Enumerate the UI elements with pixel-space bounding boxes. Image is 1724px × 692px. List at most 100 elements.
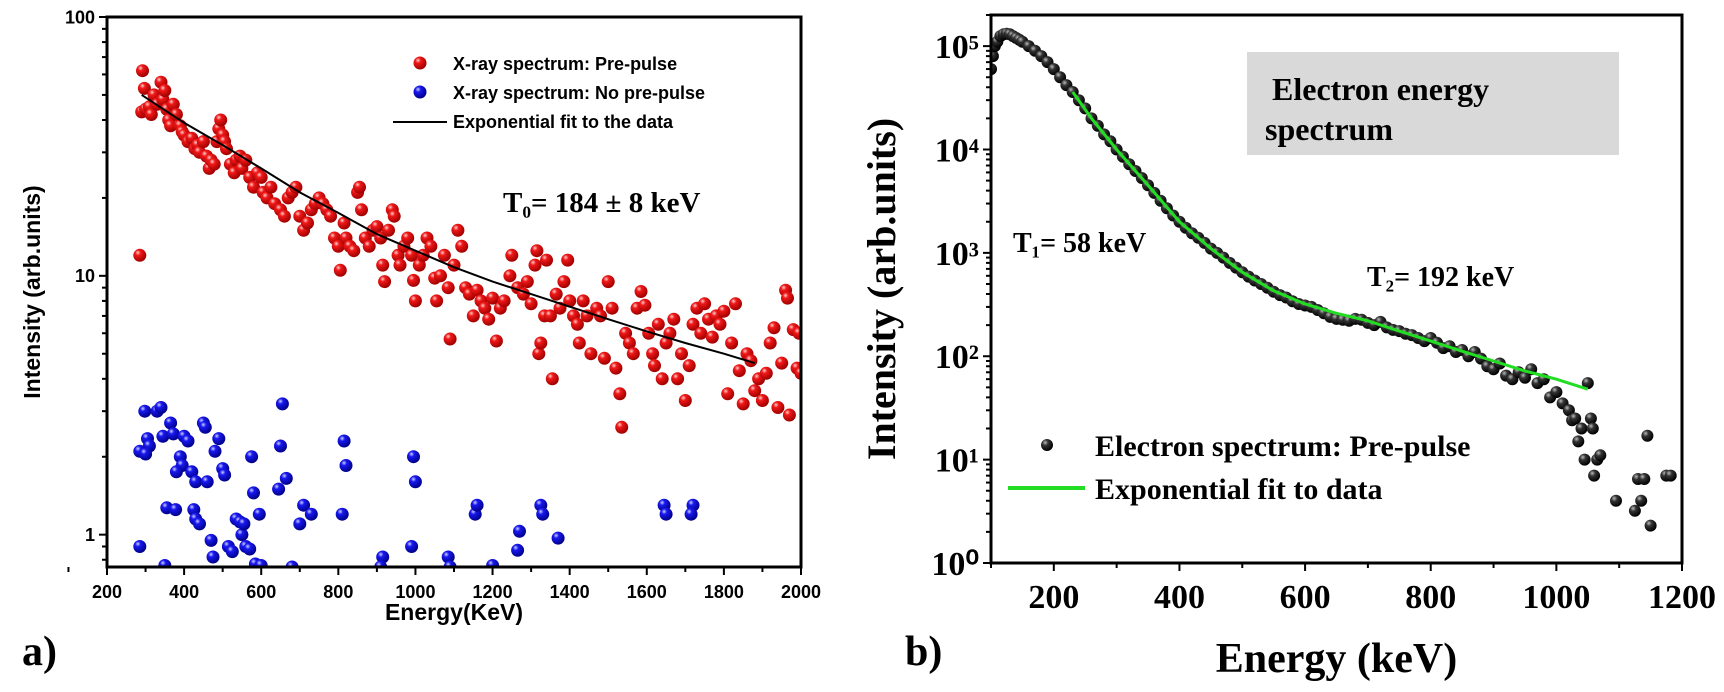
plot-area	[991, 27, 1677, 532]
series-x-ray-spectrum-pre-pulse-point	[543, 309, 557, 323]
x-axis-label: Energy (keV)	[1216, 636, 1457, 682]
panel-label: b)	[905, 629, 942, 675]
series-x-ray-spectrum-no-pre-pulse-point	[272, 482, 286, 496]
series-x-ray-spectrum-pre-pulse-point	[196, 135, 210, 149]
panel-b-electron-spectrum: 200 400 600 800 1000 1200 10⁰ 10¹ 10² 10³ 10⁴ 10⁵ En…	[859, 13, 1716, 682]
plot-frame	[989, 13, 1684, 565]
y-tick-label: 100	[65, 7, 95, 27]
x-tick-label: 1000	[1522, 579, 1590, 616]
series-x-ray-spectrum-pre-pulse-point	[401, 231, 415, 245]
series-x-ray-spectrum-pre-pulse-point	[505, 248, 519, 262]
y-tick-label: 10²	[935, 339, 979, 376]
series-x-ray-spectrum-pre-pulse-point	[597, 351, 611, 365]
series-x-ray-spectrum-pre-pulse-point	[337, 216, 351, 230]
series-x-ray-spectrum-pre-pulse-point	[782, 408, 796, 422]
series-x-ray-spectrum-no-pre-pulse-point	[218, 468, 232, 482]
chart-title-line: spectrum	[1265, 111, 1393, 147]
series-x-ray-spectrum-no-pre-pulse-point	[441, 550, 455, 564]
x-tick-label: 1200	[1648, 579, 1716, 616]
series-x-ray-spectrum-pre-pulse-point	[646, 347, 660, 361]
series-x-ray-spectrum-pre-pulse-point	[376, 258, 390, 272]
series-electron-spectrum-pre-pulse-point	[1641, 429, 1654, 442]
series-electron-spectrum-pre-pulse-point	[1644, 519, 1657, 532]
y-axis-label: Intensity (arb.units)	[859, 118, 904, 460]
series-electron-spectrum-pre-pulse-point	[1594, 449, 1607, 462]
series-x-ray-spectrum-pre-pulse-point	[486, 291, 500, 305]
series-x-ray-spectrum-pre-pulse-point	[408, 294, 422, 308]
series-electron-spectrum-pre-pulse-point	[1635, 494, 1648, 507]
series-x-ray-spectrum-no-pre-pulse-point	[297, 498, 311, 512]
legend-label: X-ray spectrum: No pre-pulse	[453, 83, 705, 103]
series-x-ray-spectrum-no-pre-pulse-point	[139, 447, 153, 461]
series-x-ray-spectrum-no-pre-pulse-point	[339, 459, 353, 472]
x-tick-label: 600	[246, 582, 276, 602]
series-x-ray-spectrum-pre-pulse-point	[748, 384, 762, 398]
series-x-ray-spectrum-pre-pulse-point	[470, 283, 484, 297]
series-x-ray-spectrum-pre-pulse-point	[792, 326, 801, 340]
y-tick-label: 10	[75, 266, 95, 286]
series-x-ray-spectrum-no-pre-pulse-point	[198, 420, 212, 434]
series-x-ray-spectrum-pre-pulse-point	[277, 209, 291, 223]
series-exponential-fit-to-data-line	[1071, 91, 1589, 391]
series-electron-spectrum-pre-pulse-point	[1610, 494, 1622, 507]
series-electron-spectrum-pre-pulse-point	[1572, 435, 1585, 448]
series-x-ray-spectrum-pre-pulse-point	[347, 244, 361, 258]
panel-a-xray-spectrum: 200 400 600 800 1000 1200 1400 1600 1800 2000 1 10 1…	[19, 7, 821, 675]
y-tick-label: 10⁰	[931, 546, 979, 583]
series-x-ray-spectrum-no-pre-pulse-point	[274, 439, 287, 453]
series-x-ray-spectrum-pre-pulse-point	[353, 180, 366, 194]
series-x-ray-spectrum-pre-pulse-point	[382, 223, 395, 237]
series-x-ray-spectrum-pre-pulse-point	[763, 336, 777, 350]
series-electron-spectrum-pre-pulse-point	[1047, 63, 1060, 76]
series-x-ray-spectrum-pre-pulse-point	[694, 326, 708, 340]
fit-temperature-annotation: T₀= 184 ± 8 keV	[503, 187, 700, 219]
legend: Electron spectrum: Pre-pulse Exponential …	[1008, 430, 1470, 506]
series-x-ray-spectrum-pre-pulse-point	[626, 347, 640, 361]
x-tick-label: 600	[1280, 579, 1331, 616]
series-electron-spectrum-pre-pulse-point	[1550, 386, 1563, 399]
series-x-ray-spectrum-pre-pulse-point	[759, 366, 773, 380]
series-x-ray-spectrum-pre-pulse-point	[430, 294, 444, 308]
series-x-ray-spectrum-pre-pulse-point	[478, 301, 492, 315]
series-x-ray-spectrum-no-pre-pulse-point	[164, 416, 178, 430]
series-x-ray-spectrum-no-pre-pulse-point	[408, 475, 422, 489]
series-x-ray-spectrum-pre-pulse-point	[443, 332, 457, 346]
series-x-ray-spectrum-no-pre-pulse-point	[407, 450, 420, 464]
panel-label: a)	[22, 629, 57, 675]
series-x-ray-spectrum-pre-pulse-point	[675, 347, 688, 361]
series-x-ray-spectrum-pre-pulse-point	[781, 291, 794, 305]
series-x-ray-spectrum-pre-pulse-point	[557, 275, 571, 289]
series-x-ray-spectrum-no-pre-pulse-point	[684, 507, 698, 521]
series-x-ray-spectrum-pre-pulse-point	[775, 356, 789, 370]
series-x-ray-spectrum-no-pre-pulse-point	[237, 517, 251, 531]
x-tick-label: 1000	[395, 582, 435, 602]
series-x-ray-spectrum-pre-pulse-point	[489, 334, 503, 348]
series-electron-spectrum-pre-pulse-point	[1581, 377, 1594, 390]
series-x-ray-spectrum-no-pre-pulse-point	[254, 559, 268, 567]
series-x-ray-spectrum-pre-pulse-point	[767, 321, 781, 335]
x-axis-label: Energy(KeV)	[385, 599, 523, 625]
series-x-ray-spectrum-no-pre-pulse-point	[470, 498, 484, 512]
series-electron-spectrum-pre-pulse-point	[1575, 422, 1588, 435]
series-x-ray-spectrum-no-pre-pulse-point	[235, 528, 249, 542]
x-tick-label: 800	[323, 582, 353, 602]
series-x-ray-spectrum-no-pre-pulse-point	[279, 471, 293, 485]
series-x-ray-spectrum-pre-pulse-point	[207, 157, 221, 171]
x-tick-label: 1200	[473, 582, 513, 602]
series-x-ray-spectrum-pre-pulse-point	[755, 394, 769, 407]
series-electron-spectrum-pre-pulse-point	[1638, 473, 1651, 485]
series-x-ray-spectrum-no-pre-pulse-point	[405, 540, 419, 553]
x-tick-label: 1400	[550, 582, 590, 602]
series-electron-spectrum-pre-pulse-point	[1584, 412, 1597, 425]
chart-title: Electron energy spectrum	[1265, 71, 1489, 147]
x-tick-label: 1600	[627, 582, 667, 602]
series-x-ray-spectrum-no-pre-pulse-point	[275, 397, 289, 411]
series-x-ray-spectrum-no-pre-pulse-point	[551, 531, 565, 545]
series-x-ray-spectrum-pre-pulse-point	[370, 220, 384, 234]
series-x-ray-spectrum-pre-pulse-point	[331, 239, 345, 253]
series-x-ray-spectrum-pre-pulse-point	[264, 180, 278, 194]
legend: X-ray spectrum: Pre-pulse X-ray spectrum:…	[393, 54, 705, 132]
series-x-ray-spectrum-pre-pulse-point	[503, 269, 517, 283]
series-electron-spectrum-pre-pulse-point	[1578, 453, 1591, 466]
series-x-ray-spectrum-pre-pulse-point	[393, 258, 407, 272]
